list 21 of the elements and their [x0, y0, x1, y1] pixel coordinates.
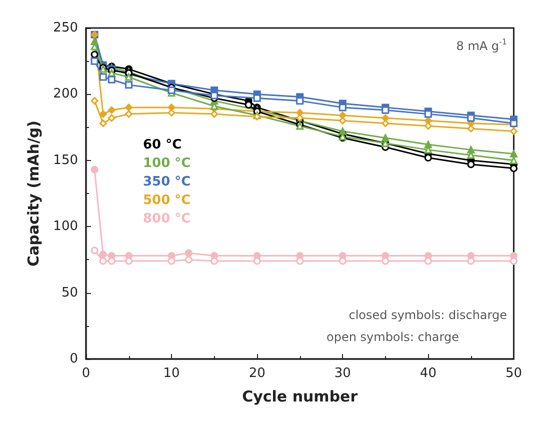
y-tick-label: 250 [53, 20, 78, 36]
annotation: closed symbols: discharge [348, 308, 508, 322]
x-tick-label: 30 [334, 366, 351, 381]
x-tick-label: 50 [505, 366, 522, 381]
y-tick-label: 150 [53, 152, 78, 168]
series-label: 800 °C [143, 212, 191, 226]
text: 350 °C [143, 174, 191, 190]
text: 100 °C [143, 156, 191, 171]
text: 500 °C [143, 193, 191, 208]
y-tick-label: 200 [53, 86, 78, 102]
y-axis-title: Capacity (mAh/g) [24, 120, 42, 267]
x-axis-title: Cycle number [242, 388, 358, 406]
x-tick-label: 40 [420, 366, 436, 381]
text: 60 °C [143, 138, 182, 152]
x-tick-label: 0 [82, 366, 90, 381]
x-tick-label: 20 [248, 366, 266, 381]
y-tick-label: 100 [53, 219, 78, 234]
y-tick-label: 50 [61, 285, 78, 300]
x-tick-label: 10 [163, 366, 180, 381]
annotation: open symbols: charge [326, 330, 460, 344]
y-tick-label: 0 [70, 352, 78, 366]
